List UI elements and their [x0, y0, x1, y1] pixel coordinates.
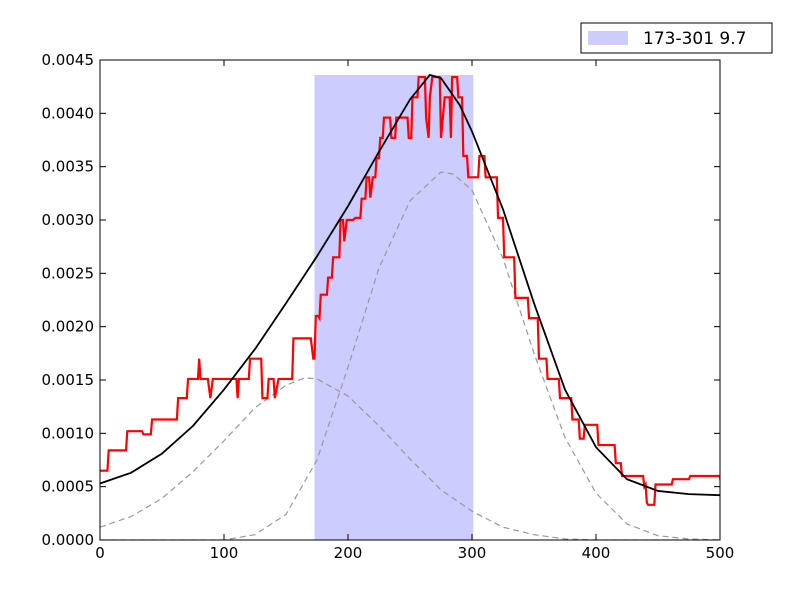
y-tick-label: 0.0020	[42, 318, 95, 336]
series-component-1	[100, 377, 720, 540]
series-observed	[100, 75, 720, 506]
y-tick-label: 0.0025	[42, 264, 95, 282]
legend: 173-301 9.7	[580, 22, 773, 54]
y-tick-label: 0.0015	[42, 371, 95, 389]
plot-frame	[99, 59, 721, 541]
series-fit-total	[100, 73, 720, 497]
legend-swatch	[588, 31, 628, 45]
legend-label: 173-301 9.7	[643, 29, 746, 49]
series-component-2	[100, 171, 720, 540]
x-tick-label: 300	[458, 544, 487, 562]
y-tick-label: 0.0045	[42, 51, 95, 69]
y-tick-label: 0.0005	[42, 478, 95, 496]
y-tick-label: 0.0040	[42, 104, 95, 122]
x-tick-label: 0	[95, 544, 105, 562]
y-tick-label: 0.0000	[42, 531, 95, 549]
x-tick-label: 400	[582, 544, 611, 562]
x-tick-label: 200	[334, 544, 363, 562]
y-tick-label: 0.0010	[42, 424, 95, 442]
ticks-layer: 0 100 200 300 400 500 0.0000 0.0005 0.0010 0.0015…	[42, 51, 735, 562]
y-tick-label: 0.0035	[42, 158, 95, 176]
series-layer	[100, 73, 720, 540]
highlight-span	[314, 74, 474, 540]
x-tick-label: 500	[706, 544, 735, 562]
x-tick-label: 100	[210, 544, 239, 562]
highlight-span-layer	[314, 74, 474, 540]
y-tick-label: 0.0030	[42, 211, 95, 229]
